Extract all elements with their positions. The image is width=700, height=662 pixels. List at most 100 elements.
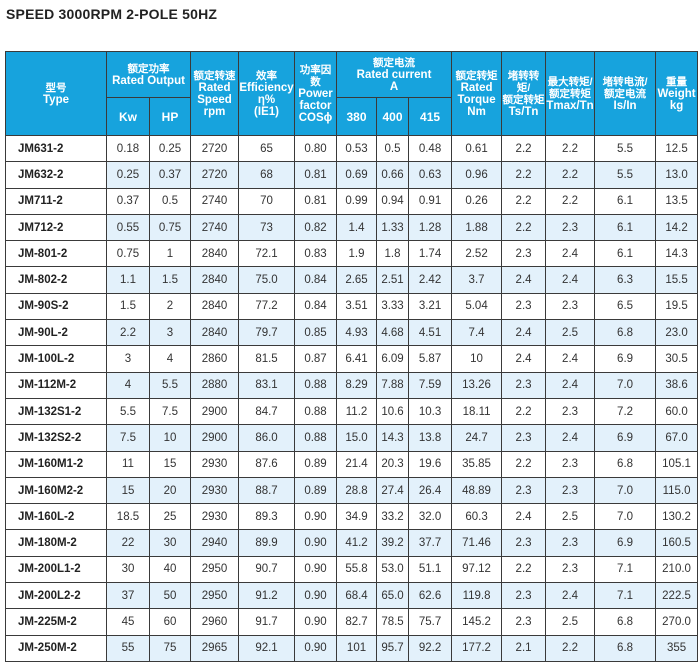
value-cell: 2840 [190, 319, 240, 347]
value-cell: 48.89 [451, 476, 503, 505]
value-cell: 19.6 [408, 450, 453, 478]
table-row: JM-225M-2 45 60 2960 91.7 0.90 82.7 78.5 75.7 145… [5, 608, 699, 636]
value-cell: 0.37 [106, 187, 150, 215]
value-cell: 3.33 [376, 292, 410, 321]
value-cell: 2.2 [501, 450, 547, 478]
value-cell: 0.53 [336, 134, 378, 163]
value-cell: 2.2 [106, 319, 150, 347]
value-cell: 65 [238, 134, 296, 163]
value-cell: 0.37 [148, 161, 192, 189]
value-cell: 7.1 [594, 582, 657, 610]
header-kw: Kw [106, 97, 150, 136]
page-title: SPEED 3000RPM 2-POLE 50HZ [6, 6, 218, 22]
value-cell: 3.7 [451, 266, 503, 294]
value-cell: 4.51 [408, 319, 453, 347]
value-cell: 2.2 [501, 134, 547, 163]
value-cell: 2930 [190, 450, 240, 478]
table-row: JM-200L2-2 37 50 2950 91.2 0.90 68.4 65.0 62.6 11… [5, 582, 699, 610]
value-cell: 37 [106, 582, 150, 610]
value-cell: 0.88 [294, 397, 338, 426]
value-cell: 2 [148, 292, 192, 321]
value-cell: 6.1 [594, 213, 657, 242]
table-body: JM631-2 0.18 0.25 2720 65 0.80 0.53 0.5 0.48 0.61… [5, 134, 699, 662]
value-cell: 60 [148, 608, 192, 636]
table-row: JM632-2 0.25 0.37 2720 68 0.81 0.69 0.66 0.63 0.9… [5, 161, 699, 189]
value-cell: 2.5 [545, 608, 596, 636]
model-cell: JM-132S1-2 [5, 397, 107, 426]
value-cell: 0.83 [294, 240, 338, 268]
table-row: JM631-2 0.18 0.25 2720 65 0.80 0.53 0.5 0.48 0.61… [5, 134, 699, 163]
value-cell: 7.0 [594, 503, 657, 531]
table-row: JM-180M-2 22 30 2940 89.9 0.90 41.2 39.2 37.7 71.… [5, 529, 699, 557]
value-cell: 2720 [190, 161, 240, 189]
value-cell: 2740 [190, 213, 240, 242]
model-cell: JM-100L-2 [5, 345, 107, 373]
value-cell: 15.0 [336, 424, 378, 452]
value-cell: 7.4 [451, 319, 503, 347]
value-cell: 50 [148, 582, 192, 610]
value-cell: 0.80 [294, 134, 338, 163]
value-cell: 10 [148, 424, 192, 452]
value-cell: 0.90 [294, 582, 338, 610]
value-cell: 4 [106, 371, 150, 399]
model-cell: JM-160M2-2 [5, 476, 107, 505]
value-cell: 2840 [190, 266, 240, 294]
model-cell: JM-90L-2 [5, 319, 107, 347]
table-row: JM-112M-2 4 5.5 2880 83.1 0.88 8.29 7.88 7.59 13.… [5, 371, 699, 399]
header-ts-tn: 堵转转矩/额定转矩 Ts/Tn [501, 51, 547, 136]
model-cell: JM-225M-2 [5, 608, 107, 636]
header-power-factor: 功率因数 Power factor COSϕ [294, 51, 338, 136]
value-cell: 2.3 [545, 213, 596, 242]
table-row: JM-90L-2 2.2 3 2840 79.7 0.85 4.93 4.68 4.51 7.4 2… [5, 319, 699, 347]
value-cell: 2930 [190, 476, 240, 505]
header-rated-output: 额定功率 Rated Output [105, 51, 192, 98]
value-cell: 6.1 [594, 187, 657, 215]
value-cell: 2.2 [501, 555, 547, 584]
value-cell: 79.7 [238, 319, 296, 347]
value-cell: 2.4 [501, 345, 547, 373]
header-tmax-tn: 最大转矩/额定转矩 Tmax/Tn [545, 51, 596, 136]
model-cell: JM-160M1-2 [5, 450, 107, 478]
value-cell: 83.1 [238, 371, 296, 399]
value-cell: 1.4 [336, 213, 378, 242]
value-cell: 0.90 [294, 529, 338, 557]
value-cell: 0.18 [106, 134, 150, 163]
value-cell: 0.75 [148, 213, 192, 242]
value-cell: 0.94 [376, 187, 410, 215]
value-cell: 68 [238, 161, 296, 189]
table-row: JM712-2 0.55 0.75 2740 73 0.82 1.4 1.33 1.28 1.88… [5, 213, 699, 242]
table-row: JM-200L1-2 30 40 2950 90.7 0.90 55.8 53.0 51.1 97… [5, 555, 699, 584]
value-cell: 5.5 [106, 397, 150, 426]
value-cell: 84.7 [238, 397, 296, 426]
value-cell: 15 [106, 476, 150, 505]
value-cell: 0.66 [376, 161, 410, 189]
value-cell: 97.12 [451, 555, 503, 584]
table-row: JM-160M1-2 11 15 2930 87.6 0.89 21.4 20.3 19.6 35… [5, 450, 699, 478]
value-cell: 41.2 [336, 529, 378, 557]
value-cell: 2.3 [501, 476, 547, 505]
value-cell: 70 [238, 187, 296, 215]
value-cell: 86.0 [238, 424, 296, 452]
value-cell: 0.99 [336, 187, 378, 215]
value-cell: 26.4 [408, 476, 453, 505]
value-cell: 5.04 [451, 292, 503, 321]
value-cell: 2950 [190, 582, 240, 610]
value-cell: 32.0 [408, 503, 453, 531]
value-cell: 2.4 [545, 240, 596, 268]
value-cell: 0.81 [294, 187, 338, 215]
value-cell: 0.63 [408, 161, 453, 189]
value-cell: 6.09 [376, 345, 410, 373]
value-cell: 2.3 [545, 450, 596, 478]
value-cell: 33.2 [376, 503, 410, 531]
value-cell: 5.5 [594, 161, 657, 189]
model-cell: JM711-2 [5, 187, 107, 215]
value-cell: 55.8 [336, 555, 378, 584]
model-cell: JM712-2 [5, 213, 107, 242]
value-cell: 4.93 [336, 319, 378, 347]
header-efficiency: 效率 Efficiency η% (IE1) [238, 51, 296, 136]
value-cell: 1.8 [376, 240, 410, 268]
value-cell: 2740 [190, 187, 240, 215]
value-cell: 7.1 [594, 555, 657, 584]
table-row: JM-132S1-2 5.5 7.5 2900 84.7 0.88 11.2 10.6 10.3… [5, 397, 699, 426]
value-cell: 25 [148, 503, 192, 531]
